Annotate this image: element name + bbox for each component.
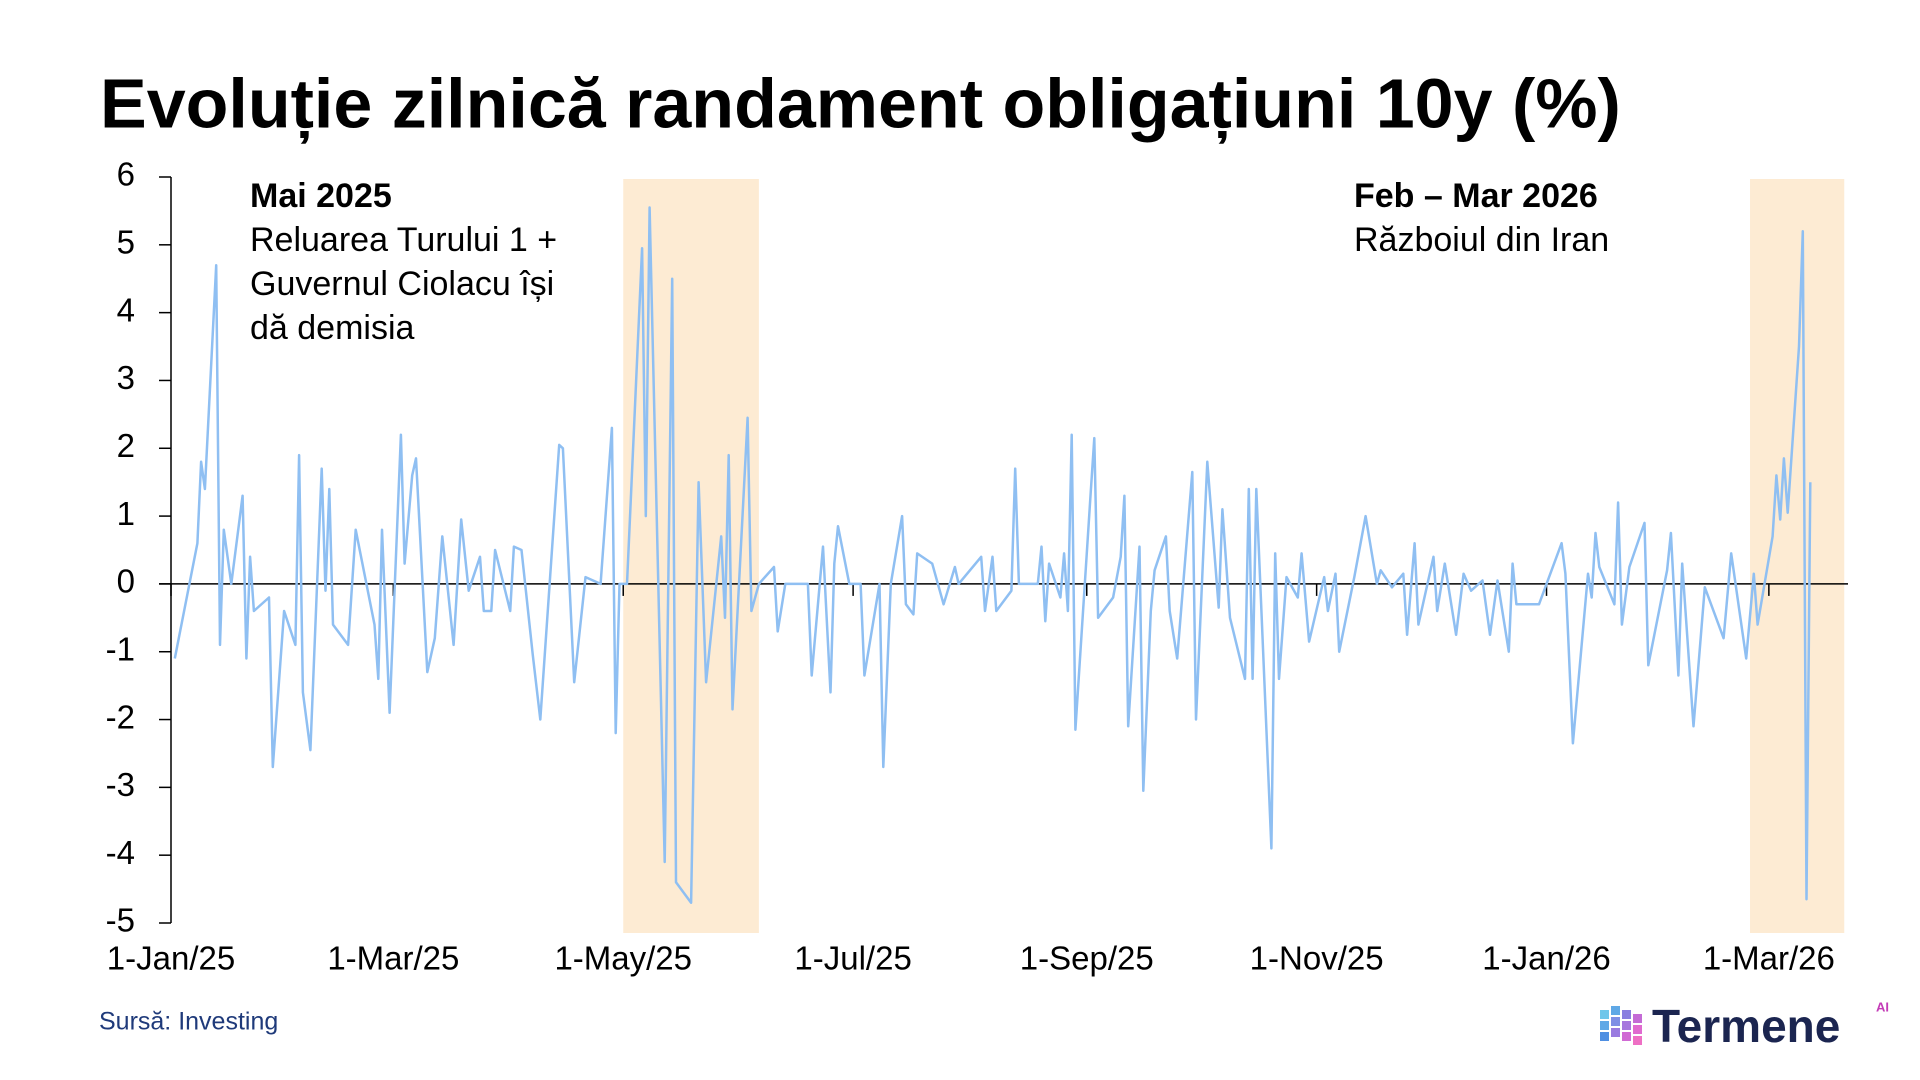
x-tick-label: 1-Mar/26 (1703, 940, 1835, 977)
x-tick-label: 1-Jan/26 (1482, 940, 1610, 977)
annotation-line: Războiul din Iran (1354, 221, 1609, 259)
y-tick-label: 6 (117, 156, 135, 193)
y-tick-label: -5 (106, 902, 135, 939)
brand: Termene (1652, 1000, 1840, 1052)
y-tick-label: -1 (106, 630, 135, 667)
chart-title: Evoluție zilnică randament obligațiuni 1… (100, 64, 1621, 143)
y-tick-label: -3 (106, 766, 135, 803)
x-tick-label: 1-Jan/25 (107, 940, 235, 977)
y-tick-label: -2 (106, 698, 135, 735)
annotation-heading: Feb – Mar 2026 (1354, 177, 1598, 215)
y-tick-label: 5 (117, 224, 135, 261)
y-tick-label: 0 (117, 563, 135, 600)
brand-badge: AI (1876, 999, 1889, 1014)
annotation-line: dă demisia (250, 309, 415, 347)
y-tick-label: -4 (106, 834, 135, 871)
x-tick-label: 1-May/25 (554, 940, 692, 977)
x-tick-label: 1-Sep/25 (1020, 940, 1154, 977)
annotation-heading: Mai 2025 (250, 177, 392, 215)
x-tick-label: 1-Jul/25 (794, 940, 911, 977)
logo-icon (1600, 1006, 1642, 1045)
x-tick-label: 1-Mar/25 (327, 940, 459, 977)
annotation-line: Reluarea Turului 1 + (250, 221, 557, 259)
shaded-regions (623, 179, 1845, 933)
x-tick-label: 1-Nov/25 (1250, 940, 1384, 977)
y-tick-label: 4 (117, 291, 135, 328)
annotation-line: Guvernul Ciolacu își (250, 265, 554, 303)
y-tick-label: 2 (117, 427, 135, 464)
y-tick-label: 1 (117, 495, 135, 532)
series-line (173, 206, 1812, 904)
source: Sursă: Investing (99, 1008, 278, 1036)
shaded-region (1750, 179, 1845, 933)
y-tick-label: 3 (117, 359, 135, 396)
shaded-region (623, 179, 759, 933)
